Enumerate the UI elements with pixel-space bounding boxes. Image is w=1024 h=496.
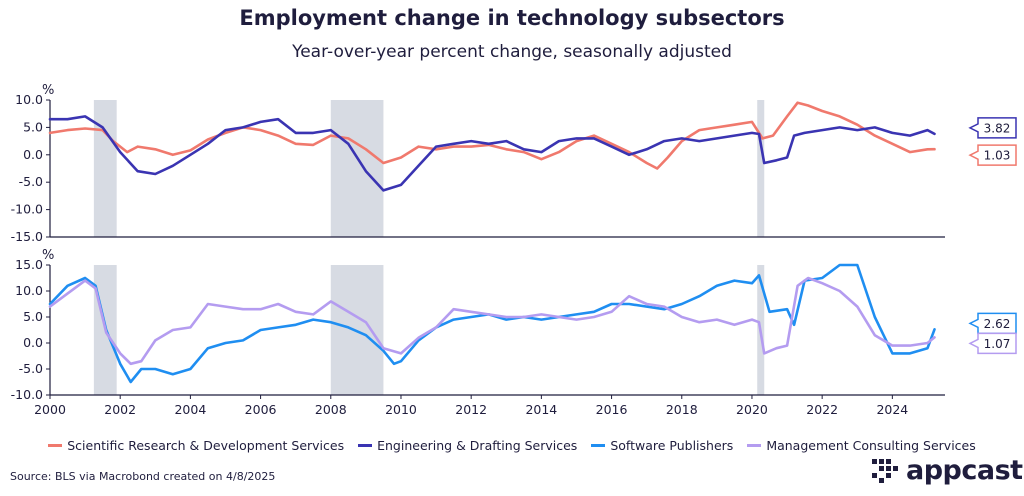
end-value-callout (968, 144, 1017, 166)
legend-swatch (591, 444, 606, 447)
x-tick-label: 2010 (385, 402, 417, 417)
y-tick-label: 0.0 (23, 147, 43, 162)
y-unit-label: % (42, 248, 54, 263)
y-tick-label: -15.0 (11, 229, 43, 244)
y-tick-label: 10.0 (15, 92, 43, 107)
recession-band (93, 100, 117, 237)
legend-label: Management Consulting Services (766, 438, 976, 453)
logo-text: appcast (906, 455, 1023, 486)
chart-canvas: %10.05.00.0-5.0-10.0-15.03.821.03%15.010… (11, 83, 1017, 417)
legend-item: Software Publishers (591, 438, 733, 453)
x-tick-label: 2018 (666, 402, 698, 417)
y-tick-label: -5.0 (19, 174, 43, 189)
x-tick-label: 2024 (876, 402, 908, 417)
end-value-label: 3.82 (984, 121, 1011, 135)
x-tick-label: 2006 (245, 402, 277, 417)
appcast-dots-logo-icon (872, 458, 898, 483)
chart-title: Employment change in technology subsecto… (239, 6, 785, 30)
source-note: Source: BLS via Macrobond created on 4/8… (10, 470, 276, 483)
y-tick-label: 0.0 (23, 335, 43, 350)
legend-item: Scientific Research & Development Servic… (48, 438, 344, 453)
y-tick-label: -5.0 (19, 361, 43, 376)
legend-swatch (747, 444, 762, 447)
end-value-label: 1.03 (984, 149, 1011, 163)
y-tick-label: -10.0 (11, 387, 43, 402)
appcast-logo: appcast (872, 455, 1023, 486)
y-tick-label: 5.0 (23, 119, 43, 134)
legend-item: Management Consulting Services (747, 438, 976, 453)
legend-item: Engineering & Drafting Services (358, 438, 577, 453)
x-tick-label: 2008 (315, 402, 347, 417)
x-tick-label: 2022 (806, 402, 838, 417)
x-tick-label: 2012 (455, 402, 487, 417)
end-value-callout (968, 332, 1017, 355)
x-tick-label: 2014 (525, 402, 557, 417)
y-tick-label: 15.0 (15, 257, 43, 272)
legend-label: Software Publishers (610, 438, 734, 453)
end-value-label: 2.62 (984, 317, 1011, 331)
end-value-label: 1.07 (984, 337, 1011, 351)
recession-band (757, 100, 765, 237)
legend: Scientific Research & Development Servic… (0, 438, 1024, 453)
legend-label: Scientific Research & Development Servic… (67, 438, 345, 453)
x-tick-label: 2020 (736, 402, 768, 417)
y-unit-label: % (42, 83, 54, 98)
y-tick-label: 10.0 (15, 283, 43, 298)
series-line (48, 276, 936, 366)
x-tick-label: 2016 (596, 402, 628, 417)
recession-band (330, 100, 384, 237)
chart-subtitle: Year-over-year percent change, seasonall… (292, 42, 732, 62)
legend-label: Engineering & Drafting Services (377, 438, 578, 453)
y-tick-label: 5.0 (23, 309, 43, 324)
x-tick-label: 2002 (104, 402, 136, 417)
end-value-callout (968, 312, 1017, 335)
series-line (48, 115, 936, 192)
end-value-callout (968, 117, 1017, 139)
x-tick-label: 2000 (34, 402, 66, 417)
y-tick-label: -10.0 (11, 202, 43, 217)
x-tick-label: 2004 (174, 402, 206, 417)
legend-swatch (48, 444, 63, 447)
series-line (48, 101, 936, 170)
legend-swatch (358, 444, 373, 447)
